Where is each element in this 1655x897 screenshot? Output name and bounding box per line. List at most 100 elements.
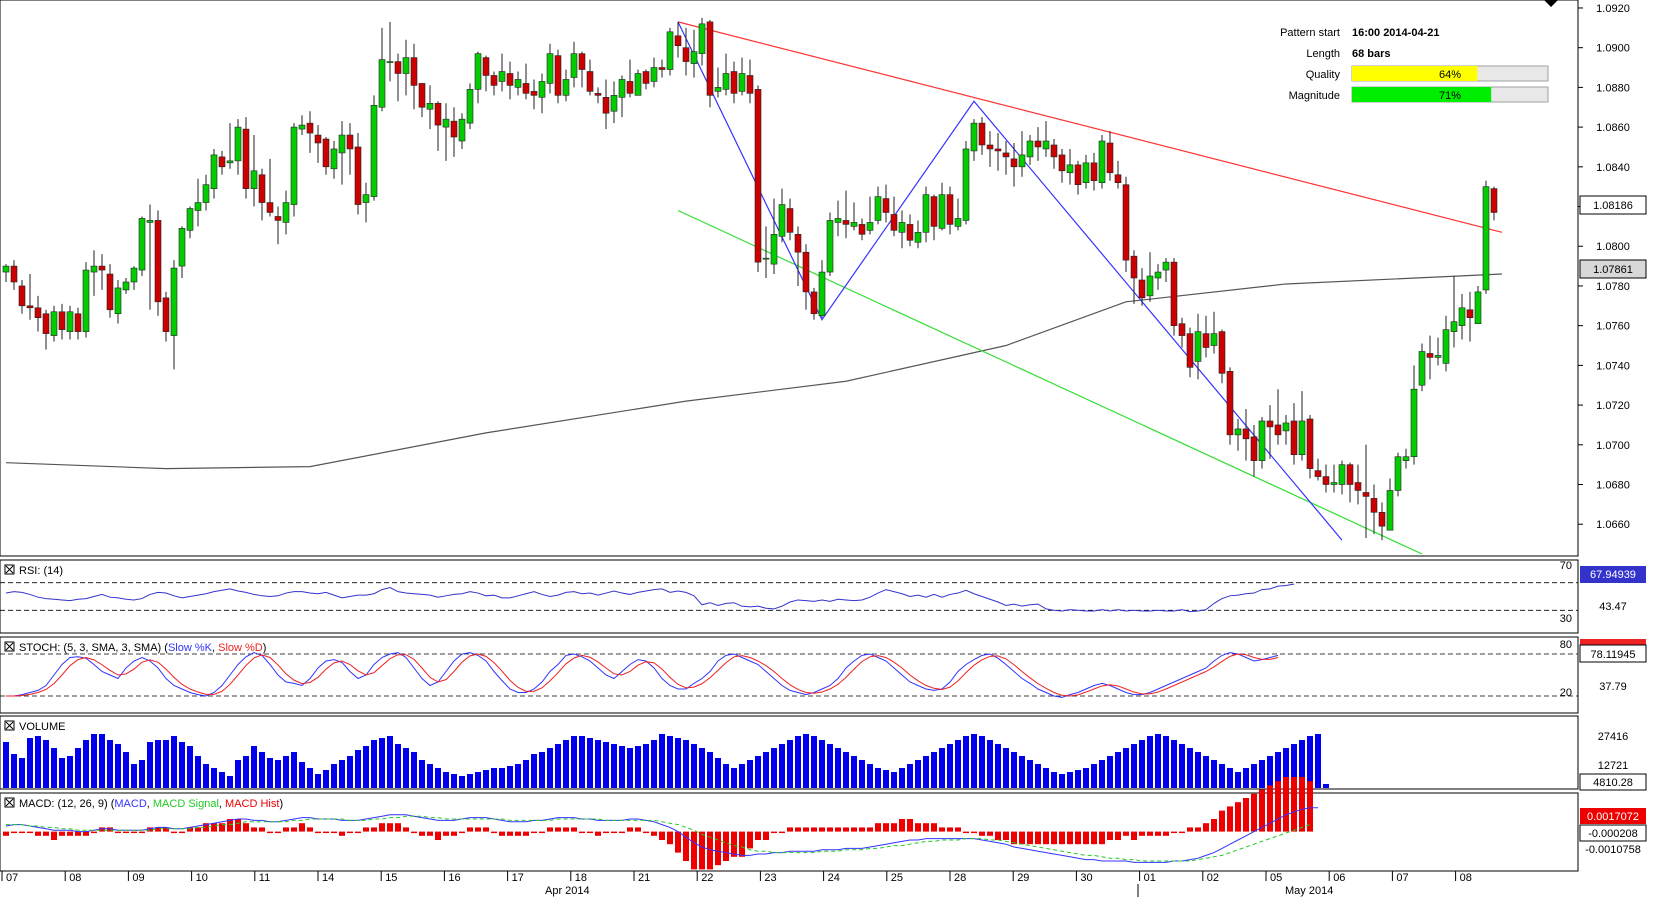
candle	[378, 27, 386, 112]
candle-body	[578, 53, 586, 70]
candle	[1042, 121, 1050, 157]
candle-body	[1138, 279, 1146, 299]
volume-bar	[715, 758, 721, 788]
candle	[170, 260, 178, 370]
candle-body	[298, 124, 306, 130]
macd-hist-bar	[795, 827, 801, 832]
candle-body	[442, 118, 450, 128]
macd-hist-bar	[651, 831, 657, 836]
candle-body	[874, 196, 882, 221]
scroll-down-icon[interactable]	[1544, 0, 1558, 7]
candle-body	[154, 220, 162, 303]
stoch-panel	[0, 636, 1579, 714]
candle-body	[1266, 420, 1274, 428]
day-label: 11	[259, 872, 270, 884]
candle	[594, 87, 602, 104]
candle	[826, 212, 834, 277]
candle	[858, 218, 866, 241]
macd-hist-bar	[259, 827, 265, 832]
candle	[362, 182, 370, 223]
candle-body	[386, 61, 394, 63]
candle	[850, 202, 858, 231]
macd-hist-bar	[83, 831, 89, 836]
volume-bar	[547, 748, 553, 788]
macd-hist-bar	[483, 827, 489, 832]
candle	[906, 214, 914, 247]
candle-body	[58, 311, 66, 330]
volume-bar	[1179, 744, 1185, 788]
volume-bar	[1259, 760, 1265, 788]
candle-body	[714, 87, 722, 92]
candle-body	[1234, 428, 1242, 436]
candle-body	[1434, 355, 1442, 358]
volume-bar	[1291, 744, 1297, 788]
stoch-value-tag-top	[1580, 639, 1646, 645]
volume-bar	[1235, 772, 1241, 788]
macd-hist-bar	[51, 831, 57, 840]
macd-hist-bar	[843, 827, 849, 832]
candle-body	[426, 102, 434, 110]
candle-body	[210, 154, 218, 189]
day-label: 22	[701, 872, 713, 884]
candle	[1034, 127, 1042, 161]
volume-bar	[867, 764, 873, 788]
candle	[1138, 268, 1146, 306]
volume-bar	[539, 752, 545, 788]
stoch-mid-label: 37.79	[1599, 681, 1627, 693]
candle-body	[1370, 498, 1378, 513]
candle	[922, 186, 930, 243]
volume-bar	[835, 748, 841, 788]
macd-hist-bar	[555, 827, 561, 832]
macd-hist-bar	[1131, 831, 1137, 840]
candle-body	[506, 73, 514, 86]
candle-body	[410, 57, 418, 86]
candle-body	[490, 75, 498, 86]
volume-bar	[595, 740, 601, 788]
candle	[202, 174, 210, 211]
volume-bar	[787, 740, 793, 788]
candle	[578, 51, 586, 88]
macd-hist-bar	[355, 831, 361, 834]
volume-bar	[1075, 770, 1081, 788]
candle-body	[1114, 174, 1122, 184]
candle	[1490, 186, 1498, 221]
candle-body	[530, 91, 538, 96]
volume-bar	[259, 752, 265, 788]
macd-hist-bar	[1283, 777, 1289, 832]
macd-hist-bar	[1107, 831, 1113, 840]
current-price-tag: 1.08186	[1579, 195, 1647, 215]
candle	[490, 71, 498, 96]
macd-hist-bar	[699, 831, 705, 870]
candle	[1202, 315, 1210, 358]
day-label: 30	[1080, 872, 1092, 884]
macd-hist-bar	[459, 831, 465, 834]
volume-bar	[659, 734, 665, 788]
volume-bar	[147, 742, 153, 788]
candle-body	[114, 287, 122, 315]
candle-body	[394, 61, 402, 74]
macd-hist-bar	[291, 827, 297, 832]
candle	[90, 250, 98, 296]
macd-hist-bar	[123, 831, 129, 834]
candle-body	[1490, 188, 1498, 213]
candle-body	[10, 265, 18, 283]
candle-body	[1394, 456, 1402, 491]
volume-bar	[1147, 736, 1153, 788]
macd-hist-bar	[387, 823, 393, 832]
stoch-title: STOCH: (5, 3, SMA, 3, SMA) (Slow %K, Slo…	[4, 641, 266, 654]
volume-bar	[1131, 744, 1137, 788]
stoch-d-line	[6, 653, 1279, 697]
candle-body	[906, 224, 914, 241]
macd-hist-bar	[659, 831, 665, 840]
candle-body	[202, 184, 210, 203]
day-label: 18	[575, 872, 587, 884]
candle	[1218, 329, 1226, 384]
macd-hist-bar	[883, 823, 889, 832]
candle	[1314, 458, 1322, 481]
candle-body	[1298, 420, 1306, 456]
volume-bar	[331, 764, 337, 788]
candle-body	[514, 79, 522, 88]
volume-bar	[523, 760, 529, 788]
candle-body	[1338, 464, 1346, 485]
